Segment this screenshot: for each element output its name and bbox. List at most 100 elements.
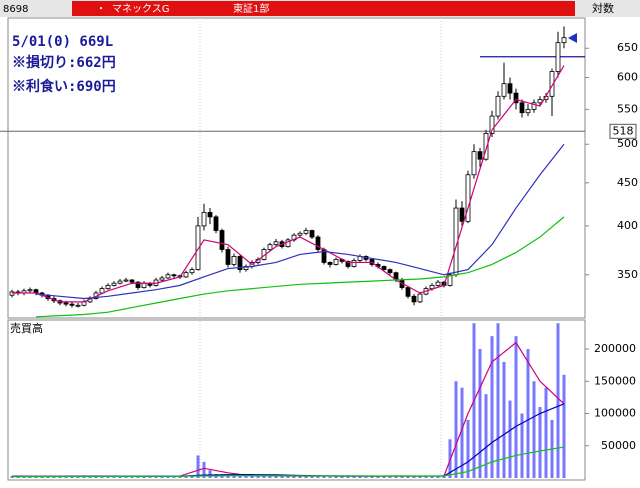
- volume-bar: [484, 394, 488, 478]
- candle-body: [75, 304, 81, 307]
- volume-bar: [280, 475, 284, 478]
- candle-body: [465, 174, 471, 222]
- candle-body: [27, 289, 33, 292]
- candle-body: [507, 83, 513, 94]
- candle-body: [159, 277, 165, 281]
- header-red-band: [72, 1, 575, 16]
- volume-bar: [286, 476, 290, 478]
- candle-body: [477, 151, 483, 160]
- volume-bar: [430, 476, 434, 478]
- volume-bar: [334, 476, 338, 478]
- candle-body: [303, 230, 309, 234]
- candle-body: [459, 207, 465, 222]
- moving-average: [11, 446, 565, 478]
- candle-body: [489, 115, 495, 134]
- volume-bar: [130, 476, 134, 478]
- volume-bar: [556, 323, 560, 478]
- candle-body: [483, 133, 489, 160]
- candle-body: [165, 274, 171, 279]
- y-tick-label: 350: [617, 268, 638, 281]
- volume-bar: [304, 475, 308, 478]
- candle-body: [381, 266, 387, 270]
- volume-bar: [346, 476, 350, 478]
- volume-bar: [118, 476, 122, 478]
- candle-body: [411, 295, 417, 303]
- volume-bar: [382, 475, 386, 478]
- candle-body: [225, 249, 231, 265]
- volume-bar: [76, 476, 80, 478]
- candle-body: [345, 261, 351, 267]
- volume-bar: [340, 476, 344, 478]
- y-tick-label: 200000: [594, 342, 636, 355]
- candle-body: [129, 279, 135, 283]
- volume-bar: [376, 475, 380, 478]
- volume-bar: [352, 476, 356, 478]
- candle-body: [333, 259, 339, 265]
- candle-body: [141, 282, 147, 288]
- volume-bar: [64, 477, 68, 478]
- candle-body: [231, 256, 237, 265]
- candle-body: [501, 83, 507, 97]
- y-tick-label: 100000: [594, 407, 636, 420]
- volume-bar: [478, 349, 482, 478]
- volume-bar: [394, 475, 398, 478]
- candle-body: [297, 232, 303, 236]
- y-tick-label: 400: [617, 219, 638, 232]
- volume-bar: [190, 475, 194, 478]
- volume-bar: [322, 476, 326, 478]
- annotation: ※損切り:662円: [12, 54, 116, 71]
- volume-bar: [148, 476, 152, 478]
- y-tick-label: 150000: [594, 374, 636, 387]
- candle-body: [435, 281, 441, 286]
- volume-bar: [328, 476, 332, 478]
- volume-bar: [466, 419, 470, 478]
- volume-bar: [184, 476, 188, 478]
- candle-body: [273, 241, 279, 246]
- volume-bar: [124, 476, 128, 478]
- volume-bar: [262, 475, 266, 478]
- volume-bar: [178, 476, 182, 478]
- candle-body: [201, 212, 207, 227]
- volume-bar: [292, 476, 296, 478]
- volume-bar: [520, 413, 524, 478]
- volume-bar: [460, 387, 464, 478]
- y-tick-label: 500: [617, 137, 638, 150]
- candle-body: [171, 274, 177, 277]
- volume-bar: [202, 461, 206, 478]
- volume-bar: [364, 476, 368, 478]
- volume-bar: [172, 476, 176, 478]
- volume-bar: [136, 476, 140, 478]
- price-arrow: [568, 33, 577, 43]
- volume-bar: [454, 381, 458, 478]
- y-tick-label: 450: [617, 176, 638, 189]
- volume-bar: [40, 477, 44, 478]
- volume-bar: [22, 476, 26, 478]
- candle-body: [537, 99, 543, 104]
- volume-bar: [208, 470, 212, 478]
- volume-bar: [196, 455, 200, 478]
- volume-bar: [142, 476, 146, 478]
- candle-body: [555, 42, 561, 72]
- volume-bar: [502, 361, 506, 478]
- volume-bar: [388, 476, 392, 478]
- volume-bar: [514, 336, 518, 478]
- volume-bar: [448, 439, 452, 478]
- candle-body: [405, 287, 411, 297]
- volume-bar: [244, 476, 248, 478]
- candle-body: [219, 230, 225, 250]
- candle-body: [69, 303, 75, 306]
- annotation: ※利食い:690円: [12, 78, 116, 95]
- candle-body: [117, 280, 123, 284]
- candle-body: [213, 216, 219, 231]
- candle-body: [417, 293, 423, 303]
- volume-bar: [310, 475, 314, 478]
- annotation: 5/01(0) 669L: [12, 34, 113, 50]
- moving-average: [12, 65, 565, 303]
- volume-bar: [412, 476, 416, 478]
- stock-name: マネックスG: [112, 3, 169, 15]
- candle-body: [207, 212, 213, 218]
- volume-bar: [166, 476, 170, 478]
- volume-bar: [532, 381, 536, 478]
- volume-bar: [358, 476, 362, 478]
